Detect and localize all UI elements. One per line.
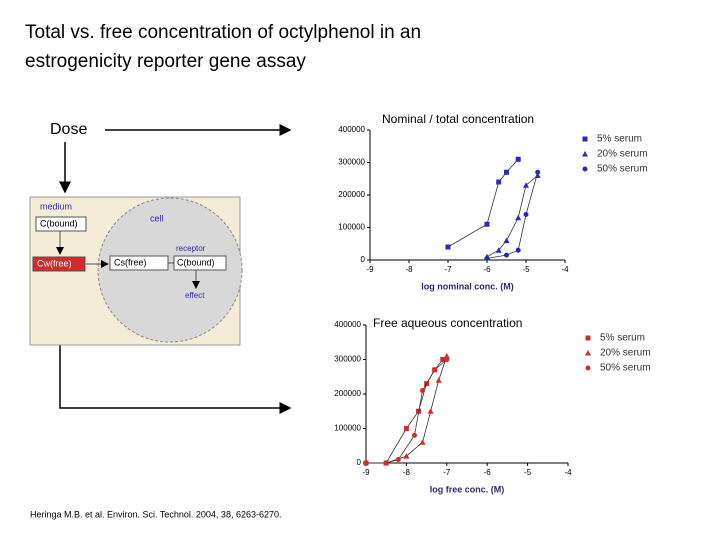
point [515,214,522,221]
point [395,457,401,463]
point [383,460,389,466]
legend-label: 5% serum [600,333,645,344]
slide-title: Total vs. free concentration of octylphe… [25,22,421,43]
point [435,377,442,383]
y-tick-label: 400000 [334,320,361,329]
point [515,156,521,162]
box [35,216,87,232]
y-tick-label: 100000 [334,424,361,433]
point [443,353,450,359]
point [495,247,502,253]
point [420,388,426,394]
label: receptor [176,244,206,253]
x-tick-label: -9 [362,468,370,477]
x-axis-label: log nominal conc. (M) [421,281,514,291]
point [440,357,446,362]
x-tick-label: -5 [522,265,530,274]
y-tick-label: 0 [361,255,366,264]
x-tick-label: -7 [444,265,452,274]
fit-line [486,172,539,259]
x-tick-label: -4 [564,468,572,477]
x-axis-label: log free conc. (M) [430,484,505,494]
point [503,237,510,243]
legend-marker [582,136,588,142]
point [444,357,450,362]
point [445,244,451,250]
point [515,247,521,253]
point [504,169,509,175]
label: C(bound) [177,257,215,267]
point [504,252,509,258]
legend-marker [582,166,588,172]
label: Cs(free) [114,257,147,267]
legend-label: 50% serum [600,363,651,374]
label: effect [185,291,205,300]
y-tick-label: 0 [357,458,362,467]
point [403,426,409,431]
dose-label: Dose [50,121,87,138]
point [432,367,438,373]
point [419,439,426,445]
legend-marker [585,365,591,371]
legend-marker [585,335,591,341]
x-tick-label: -5 [524,468,532,477]
point [484,221,490,227]
chart-title: Nominal / total concentration [382,112,534,126]
legend-marker [585,350,591,356]
cell-circle [97,197,243,343]
legend-label: 20% serum [597,149,648,160]
fit-line [386,355,448,464]
y-tick-label: 400000 [338,125,365,134]
label: C(bound) [40,218,78,228]
x-tick-label: -6 [484,468,492,477]
x-tick-label: -7 [443,468,451,477]
citation: Heringa M.B. et al. Environ. Sci. Techno… [30,509,282,519]
x-tick-label: -4 [561,265,569,274]
label: Cw(free) [37,258,72,268]
point [411,432,417,438]
fit-line [366,359,448,464]
point [496,179,502,185]
point [535,169,541,175]
point [403,453,410,459]
x-tick-label: -9 [366,265,374,274]
point [484,255,490,261]
y-tick-label: 200000 [338,190,365,199]
x-tick-label: -8 [403,468,411,477]
fit-line [486,175,538,258]
box [173,255,227,271]
y-tick-label: 200000 [334,389,361,398]
y-tick-label: 100000 [338,223,365,232]
legend-label: 50% serum [597,164,648,175]
point [363,460,369,466]
label: medium [40,201,72,211]
slide-title: estrogenicity reporter gene assay [25,51,306,72]
x-tick-label: -6 [483,265,491,274]
x-tick-label: -8 [405,265,413,274]
chart-title: Free aqueous concentration [373,316,522,330]
y-tick-label: 300000 [334,355,361,364]
legend-label: 5% serum [597,134,642,145]
point [523,212,529,217]
legend-marker [582,151,588,157]
legend-label: 20% serum [600,348,651,359]
box [32,256,86,272]
diagram: medium C(bound) cell receptor Cw(free) C… [29,196,243,346]
label: cell [150,213,164,223]
point [523,182,529,188]
point [427,408,434,414]
y-tick-label: 300000 [338,158,365,167]
